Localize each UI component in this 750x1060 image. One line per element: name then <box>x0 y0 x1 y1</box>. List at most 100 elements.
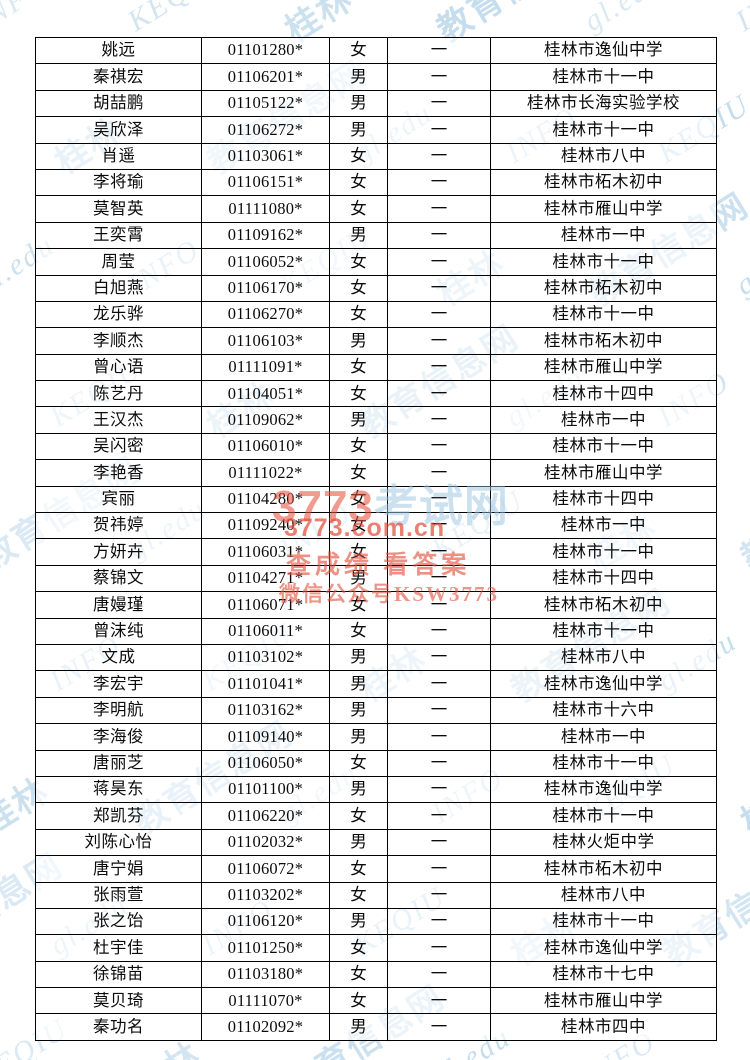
roster-cell-grade: 一 <box>387 353 491 382</box>
table-row: 吴欣泽 01106272* 男一桂林市十一中 <box>35 116 717 144</box>
watermark-tile: 教育信息网 <box>735 451 750 578</box>
table-row: 曾沫纯 01106011* 女一桂林市十一中 <box>35 617 717 645</box>
roster-cell-school: 桂林市十一中 <box>490 749 717 777</box>
roster-cell-school: 桂林市四中 <box>490 1013 717 1041</box>
roster-cell-sex: 女 <box>329 432 388 461</box>
table-row: 莫贝琦 01111070* 女一桂林市雁山中学 <box>35 987 717 1015</box>
roster-cell-grade: 一 <box>387 485 491 514</box>
roster-cell-grade: 一 <box>387 960 491 989</box>
roster-cell-school: 桂林市逸仙中学 <box>490 775 717 804</box>
table-row: 王汉杰 01109062* 男一桂林市一中 <box>35 406 717 434</box>
roster-cell-school: 桂林市柘木初中 <box>490 168 717 197</box>
table-row: 唐丽芝 01106050* 女一桂林市十一中 <box>35 749 717 777</box>
table-row: 吴闪密 01106010* 女一桂林市十一中 <box>35 432 717 461</box>
roster-cell-sex: 男 <box>329 221 388 250</box>
roster-cell-id: 01101250* <box>201 934 330 962</box>
roster-cell-name: 莫智英 <box>35 195 202 223</box>
roster-cell-sex: 男 <box>329 116 388 144</box>
table-row: 陈艺丹 01104051* 女一桂林市十四中 <box>35 380 717 408</box>
roster-sheet: 姚远 01101280* 女一桂林市逸仙中学 秦祺宏 01106201* 男一桂林市十一中… <box>35 36 717 1041</box>
roster-cell-school: 桂林市八中 <box>490 643 717 672</box>
watermark-tile: gl.edu <box>730 228 750 302</box>
roster-cell-id: 01104271* <box>201 564 330 593</box>
roster-cell-school: 桂林市逸仙中学 <box>490 670 717 698</box>
roster-cell-grade: 一 <box>387 538 491 566</box>
watermark-tile: gl.edu <box>578 0 669 38</box>
roster-cell-id: 01106220* <box>201 802 330 830</box>
roster-cell-sex: 男 <box>329 327 388 355</box>
roster-cell-name: 张之饴 <box>35 907 202 936</box>
roster-cell-school: 桂林市雁山中学 <box>490 987 717 1015</box>
roster-cell-name: 张雨萱 <box>35 881 202 909</box>
roster-cell-school: 桂林市十一中 <box>490 300 717 329</box>
roster-cell-sex: 男 <box>329 670 388 698</box>
roster-cell-sex: 女 <box>329 142 388 170</box>
roster-cell-school: 桂林市一中 <box>490 221 717 250</box>
table-row: 肖遥 01103061* 女一桂林市八中 <box>35 142 717 170</box>
roster-cell-grade: 一 <box>387 617 491 645</box>
table-row: 蔡锦文 01104271* 男一桂林市十四中 <box>35 564 717 593</box>
roster-cell-school: 桂林市长海实验学校 <box>490 89 717 118</box>
roster-cell-grade: 一 <box>387 934 491 962</box>
table-row: 莫智英 01111080* 女一桂林市雁山中学 <box>35 195 717 223</box>
roster-cell-school: 桂林市十四中 <box>490 564 717 593</box>
roster-cell-school: 桂林市柘木初中 <box>490 274 717 302</box>
table-row: 唐嫚瑾 01106071* 女一桂林市柘木初中 <box>35 591 717 619</box>
roster-cell-sex: 女 <box>329 934 388 962</box>
watermark-tile: INFO <box>0 0 54 38</box>
roster-cell-sex: 男 <box>329 828 388 857</box>
roster-cell-name: 王汉杰 <box>35 406 202 434</box>
roster-cell-sex: 女 <box>329 802 388 830</box>
roster-cell-grade: 一 <box>387 195 491 223</box>
roster-cell-sex: 女 <box>329 380 388 408</box>
roster-cell-id: 01111070* <box>201 987 330 1015</box>
roster-cell-sex: 男 <box>329 723 388 751</box>
roster-cell-name: 李艳香 <box>35 459 202 487</box>
roster-cell-id: 01111091* <box>201 353 330 382</box>
roster-cell-sex: 女 <box>329 36 388 65</box>
roster-cell-name: 蔡锦文 <box>35 564 202 593</box>
table-row: 龙乐骅 01106270* 女一桂林市十一中 <box>35 300 717 329</box>
roster-cell-name: 杜宇佳 <box>35 934 202 962</box>
table-row: 白旭燕 01106170* 女一桂林市柘木初中 <box>35 274 717 302</box>
roster-cell-grade: 一 <box>387 723 491 751</box>
roster-cell-name: 宾丽 <box>35 485 202 514</box>
roster-cell-id: 01106010* <box>201 432 330 461</box>
roster-cell-id: 01106120* <box>201 907 330 936</box>
roster-cell-sex: 女 <box>329 512 388 540</box>
roster-cell-id: 01106201* <box>201 63 330 91</box>
roster-cell-grade: 一 <box>387 274 491 302</box>
roster-cell-name: 周莹 <box>35 248 202 276</box>
roster-cell-name: 吴闪密 <box>35 432 202 461</box>
watermark-tile: 桂林 <box>735 772 750 842</box>
roster-cell-id: 01106071* <box>201 591 330 619</box>
table-row: 杜宇佳 01101250* 女一桂林市逸仙中学 <box>35 934 717 962</box>
roster-cell-id: 01109162* <box>201 221 330 250</box>
roster-cell-sex: 女 <box>329 459 388 487</box>
roster-cell-sex: 男 <box>329 907 388 936</box>
roster-cell-school: 桂林市逸仙中学 <box>490 36 717 65</box>
roster-cell-grade: 一 <box>387 327 491 355</box>
roster-cell-name: 白旭燕 <box>35 274 202 302</box>
table-row: 李海俊 01109140* 男一桂林市一中 <box>35 723 717 751</box>
roster-cell-name: 唐丽芝 <box>35 749 202 777</box>
roster-cell-sex: 女 <box>329 538 388 566</box>
roster-cell-grade: 一 <box>387 696 491 725</box>
roster-cell-name: 唐宁娟 <box>35 855 202 883</box>
roster-cell-school: 桂林市逸仙中学 <box>490 934 717 962</box>
roster-cell-id: 01101041* <box>201 670 330 698</box>
roster-cell-grade: 一 <box>387 248 491 276</box>
roster-cell-grade: 一 <box>387 221 491 250</box>
table-row: 李将瑜 01106151* 女一桂林市柘木初中 <box>35 168 717 197</box>
roster-cell-school: 桂林市柘木初中 <box>490 591 717 619</box>
roster-cell-id: 01106031* <box>201 538 330 566</box>
roster-cell-name: 徐锦苗 <box>35 960 202 989</box>
roster-cell-school: 桂林市十一中 <box>490 538 717 566</box>
roster-cell-school: 桂林市十一中 <box>490 907 717 936</box>
roster-cell-name: 王奕霄 <box>35 221 202 250</box>
roster-table-body: 姚远 01101280* 女一桂林市逸仙中学 秦祺宏 01106201* 男一桂林市十一中… <box>35 36 717 1041</box>
roster-cell-sex: 女 <box>329 195 388 223</box>
roster-cell-id: 01101100* <box>201 775 330 804</box>
roster-cell-grade: 一 <box>387 564 491 593</box>
roster-cell-id: 01104051* <box>201 380 330 408</box>
